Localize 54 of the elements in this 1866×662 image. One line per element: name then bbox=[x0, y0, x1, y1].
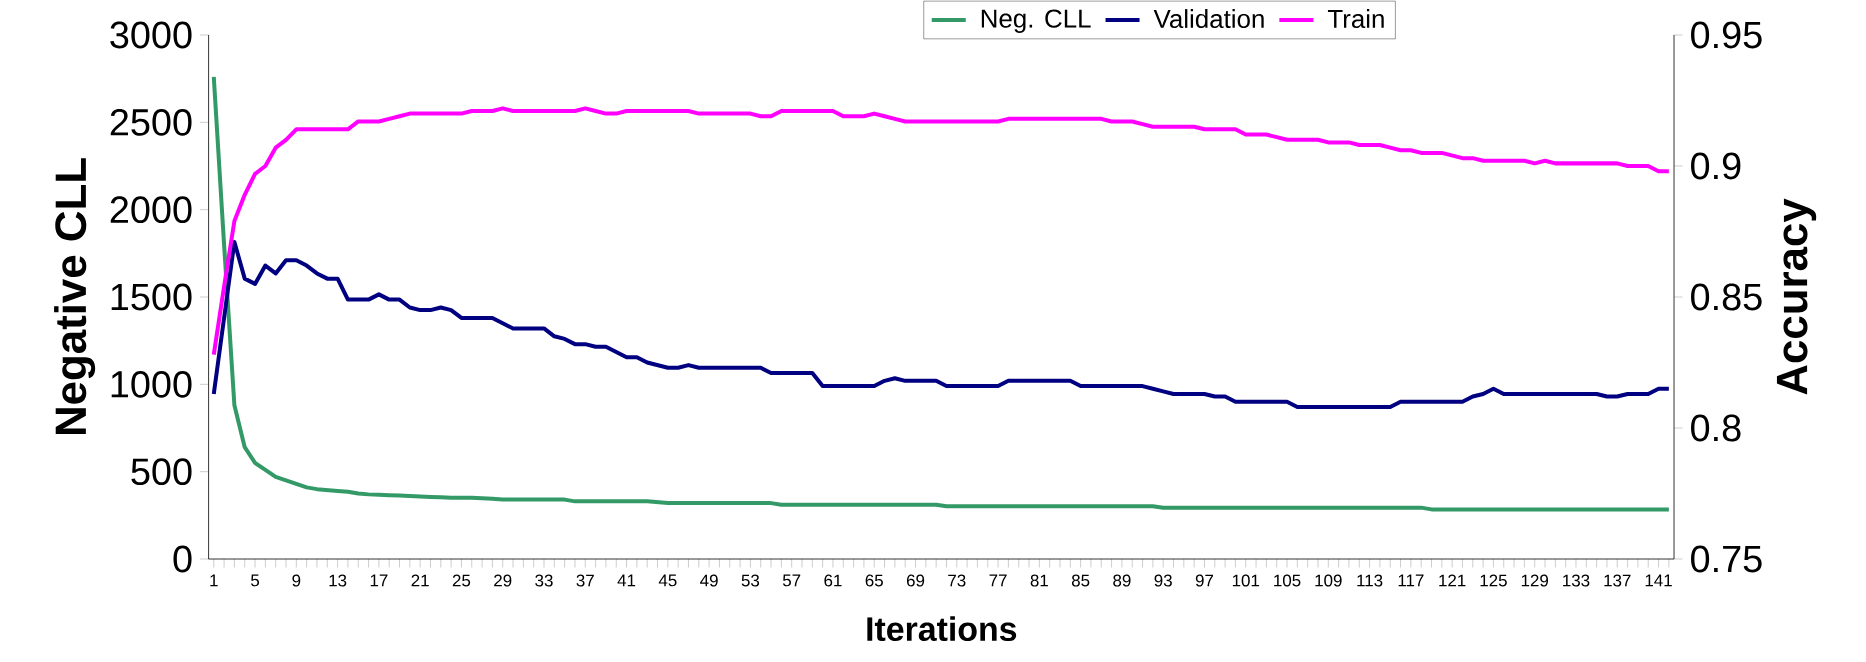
x-tick-label: 37 bbox=[576, 574, 594, 587]
x-tick-label: 17 bbox=[370, 574, 388, 587]
x-tick-label: 77 bbox=[989, 574, 1007, 587]
x-tick-label: 113 bbox=[1357, 574, 1383, 587]
y2-axis-title: Accuracy bbox=[1776, 198, 1817, 395]
legend-label: Train bbox=[1327, 9, 1384, 29]
x-tick-label: 129 bbox=[1521, 574, 1549, 587]
legend-label: Neg. CLL bbox=[981, 9, 1091, 33]
x-tick-label: 29 bbox=[494, 574, 512, 587]
y2-tick-label: 0.85 bbox=[1691, 283, 1762, 311]
x-tick-label: 21 bbox=[411, 574, 429, 587]
y-tick-label: 2500 bbox=[110, 108, 192, 136]
x-tick-label: 85 bbox=[1071, 574, 1090, 587]
y2-tick-label: 0.75 bbox=[1691, 545, 1762, 573]
x-tick-label: 49 bbox=[700, 574, 718, 587]
x-tick-label: 137 bbox=[1604, 574, 1631, 587]
x-tick-label: 65 bbox=[865, 574, 883, 587]
x-tick-label: 117 bbox=[1398, 574, 1424, 587]
y2-tick-label: 0.9 bbox=[1691, 152, 1741, 180]
x-tick-label: 121 bbox=[1439, 574, 1466, 587]
x-tick-label: 25 bbox=[452, 574, 471, 587]
x-tick-label: 13 bbox=[329, 574, 347, 587]
x-tick-label: 1 bbox=[210, 574, 218, 587]
y-tick-label: 1500 bbox=[111, 283, 192, 311]
x-tick-label: 53 bbox=[741, 574, 760, 587]
y-tick-label: 1000 bbox=[111, 370, 192, 398]
legend-label: Validation bbox=[1153, 9, 1264, 29]
y2-tick-label: 0.95 bbox=[1691, 21, 1762, 49]
x-tick-label: 33 bbox=[535, 574, 553, 587]
y-tick-label: 500 bbox=[131, 458, 192, 486]
x-tick-label: 93 bbox=[1154, 574, 1172, 587]
x-tick-label: 45 bbox=[658, 574, 677, 587]
x-tick-label: 101 bbox=[1232, 574, 1260, 587]
x-tick-label: 125 bbox=[1480, 574, 1507, 587]
x-tick-label: 5 bbox=[251, 574, 260, 587]
x-tick-label: 97 bbox=[1195, 574, 1214, 587]
x-tick-label: 73 bbox=[948, 574, 966, 587]
x-axis-title: Iterations bbox=[867, 616, 1017, 642]
x-tick-label: 141 bbox=[1645, 574, 1672, 587]
y-axis-title: Negative CLL bbox=[54, 158, 96, 435]
x-tick-label: 57 bbox=[782, 574, 801, 587]
x-tick-label: 105 bbox=[1274, 574, 1301, 587]
x-tick-label: 109 bbox=[1315, 574, 1342, 587]
x-tick-label: 81 bbox=[1030, 574, 1048, 587]
y-tick-label: 0 bbox=[173, 545, 192, 573]
y2-tick-label: 0.8 bbox=[1691, 414, 1741, 442]
y-tick-label: 3000 bbox=[110, 21, 192, 49]
y-tick-label: 2000 bbox=[110, 196, 192, 224]
x-tick-label: 133 bbox=[1563, 574, 1590, 587]
x-tick-label: 69 bbox=[906, 574, 925, 587]
x-tick-label: 41 bbox=[617, 574, 636, 587]
x-tick-label: 89 bbox=[1113, 574, 1131, 587]
x-tick-label: 61 bbox=[824, 574, 842, 587]
x-tick-label: 9 bbox=[292, 574, 301, 587]
